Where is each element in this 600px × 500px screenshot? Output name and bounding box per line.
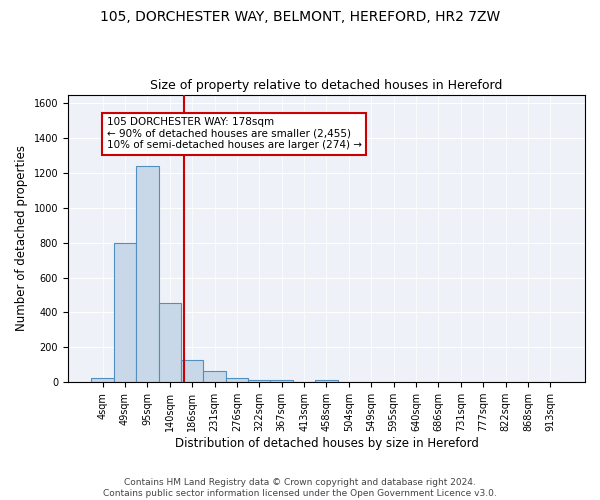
Bar bbox=[226, 378, 248, 382]
Text: Contains HM Land Registry data © Crown copyright and database right 2024.
Contai: Contains HM Land Registry data © Crown c… bbox=[103, 478, 497, 498]
Bar bbox=[315, 380, 338, 382]
Bar bbox=[136, 166, 158, 382]
Text: 105, DORCHESTER WAY, BELMONT, HEREFORD, HR2 7ZW: 105, DORCHESTER WAY, BELMONT, HEREFORD, … bbox=[100, 10, 500, 24]
Y-axis label: Number of detached properties: Number of detached properties bbox=[15, 146, 28, 332]
Bar bbox=[114, 242, 136, 382]
X-axis label: Distribution of detached houses by size in Hereford: Distribution of detached houses by size … bbox=[175, 437, 478, 450]
Title: Size of property relative to detached houses in Hereford: Size of property relative to detached ho… bbox=[150, 79, 503, 92]
Bar bbox=[91, 378, 114, 382]
Text: 105 DORCHESTER WAY: 178sqm
← 90% of detached houses are smaller (2,455)
10% of s: 105 DORCHESTER WAY: 178sqm ← 90% of deta… bbox=[107, 117, 362, 150]
Bar bbox=[248, 380, 271, 382]
Bar bbox=[203, 372, 226, 382]
Bar bbox=[271, 380, 293, 382]
Bar bbox=[158, 303, 181, 382]
Bar bbox=[181, 360, 203, 382]
